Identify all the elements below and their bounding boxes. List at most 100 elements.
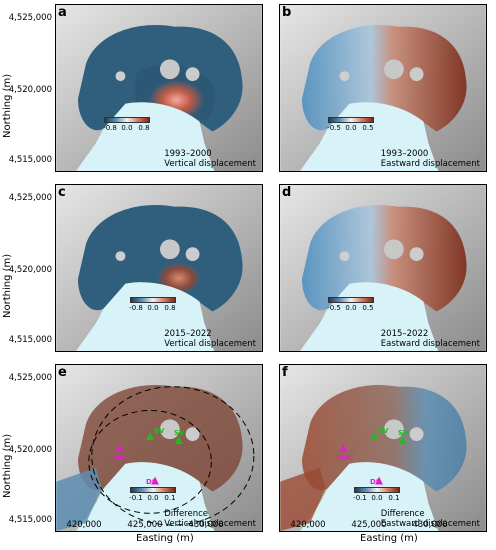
map-c <box>56 185 262 351</box>
caption-period: Difference <box>380 509 425 519</box>
caption-period: 2015–2022 <box>380 329 429 339</box>
colorbar-tick-min: -0.8 <box>103 124 117 132</box>
pmc-marker <box>339 444 348 452</box>
y-axis-label-e: Northing (m) <box>2 433 13 498</box>
colorbar-tick-max: 0.5 <box>362 304 374 312</box>
x-tick-f-2: 425,000 <box>351 520 387 530</box>
bv-label: BV <box>378 427 389 435</box>
caption-component: Vertical displacement <box>164 339 256 349</box>
panel-e: PMC DS BV SV e -0.1 0.0 0.1 Difference V… <box>55 364 263 532</box>
map-a <box>56 5 262 171</box>
colorbar: -0.1 0.0 0.1 <box>353 487 400 502</box>
colorbar-tick-max: 0.1 <box>388 494 400 502</box>
panel-letter: b <box>282 5 292 20</box>
map-d <box>280 185 486 351</box>
colorbar: -0.8 0.0 0.8 <box>103 117 150 132</box>
bv-marker <box>370 432 379 441</box>
y-tick-a-3: 4,515,000 <box>8 155 52 165</box>
colorbar-tick-min: -0.5 <box>327 124 341 132</box>
map-e <box>56 365 262 531</box>
panel-letter: c <box>58 185 66 200</box>
map-b <box>280 5 486 171</box>
y-axis-label-a: Northing (m) <box>2 73 13 138</box>
panel-letter: d <box>282 185 292 200</box>
colorbar-tick-max: 0.5 <box>362 124 374 132</box>
colorbar-gradient <box>130 297 176 303</box>
colorbar-tick-min: -0.1 <box>129 494 143 502</box>
colorbar-tick-mid: 0.0 <box>121 124 133 132</box>
x-tick-e-3: 430,000 <box>188 520 224 530</box>
colorbar-gradient <box>328 117 374 123</box>
caption: Difference Eastward displacement <box>381 509 480 529</box>
y-tick-e-2: 4,520,000 <box>8 445 52 455</box>
bv-marker <box>146 432 155 441</box>
colorbar-tick-max: 0.8 <box>164 304 176 312</box>
panel-b: b -0.5 0.0 0.5 1993–2000 Eastward displa… <box>279 4 487 172</box>
colorbar-tick-mid: 0.0 <box>371 494 383 502</box>
pmc-label: PMC <box>112 454 130 462</box>
y-tick-c-3: 4,515,000 <box>8 335 52 345</box>
caption-component: Eastward displacement <box>380 159 480 169</box>
colorbar-gradient <box>130 487 176 493</box>
map-f <box>280 365 486 531</box>
caption: 2015–2022 Eastward displacement <box>381 329 480 349</box>
panel-a: a -0.8 0.0 0.8 1993–2000 Vertical displa… <box>55 4 263 172</box>
panel-d: d -0.5 0.0 0.5 2015–2022 Eastward displa… <box>279 184 487 352</box>
panel-f: PMC DS BV SV f -0.1 0.0 0.1 Difference E… <box>279 364 487 532</box>
colorbar-tick-max: 0.8 <box>138 124 150 132</box>
caption-component: Vertical displacement <box>164 159 256 169</box>
x-axis-label-e: Easting (m) <box>136 533 194 544</box>
colorbar-tick-min: -0.8 <box>129 304 143 312</box>
colorbar-tick-min: -0.5 <box>327 304 341 312</box>
colorbar: -0.5 0.0 0.5 <box>327 117 374 132</box>
colorbar-tick-mid: 0.0 <box>345 124 357 132</box>
panel-letter: e <box>58 365 67 380</box>
pmc-marker <box>115 444 124 452</box>
ds-marker <box>151 476 159 485</box>
y-tick-a-1: 4,525,000 <box>8 13 52 23</box>
y-tick-c-1: 4,525,000 <box>8 193 52 203</box>
colorbar: -0.8 0.0 0.8 <box>129 297 176 312</box>
panel-letter: f <box>282 365 288 380</box>
ds-marker <box>375 476 383 485</box>
colorbar-tick-mid: 0.0 <box>147 304 159 312</box>
colorbar-tick-max: 0.1 <box>164 494 176 502</box>
caption-component: Eastward displacement <box>380 519 480 529</box>
colorbar-gradient <box>354 487 400 493</box>
y-tick-e-1: 4,525,000 <box>8 373 52 383</box>
y-tick-a-2: 4,520,000 <box>8 85 52 95</box>
ds-label: DS <box>146 478 157 486</box>
x-tick-e-1: 420,000 <box>66 520 102 530</box>
ds-label: DS <box>370 478 381 486</box>
colorbar-tick-mid: 0.0 <box>147 494 159 502</box>
caption-component: Vertical displacement <box>164 519 256 529</box>
colorbar-tick-mid: 0.0 <box>345 304 357 312</box>
sv-marker <box>398 436 407 445</box>
caption-period: 1993–2000 <box>380 149 429 159</box>
pmc-label: PMC <box>336 454 354 462</box>
caption-period: 2015–2022 <box>164 329 212 339</box>
panel-letter: a <box>58 5 67 20</box>
sv-marker <box>174 436 183 445</box>
y-axis-label-c: Northing (m) <box>2 253 13 318</box>
caption: Difference Vertical displacement <box>164 509 256 529</box>
x-tick-e-2: 425,000 <box>127 520 163 530</box>
colorbar-tick-min: -0.1 <box>353 494 367 502</box>
x-tick-f-1: 420,000 <box>290 520 326 530</box>
panel-c: c -0.8 0.0 0.8 2015–2022 Vertical displa… <box>55 184 263 352</box>
y-tick-e-3: 4,515,000 <box>8 515 52 525</box>
colorbar: -0.5 0.0 0.5 <box>327 297 374 312</box>
caption: 2015–2022 Vertical displacement <box>164 329 256 349</box>
sv-label: SV <box>398 429 409 437</box>
caption: 1993–2000 Vertical displacement <box>164 149 256 169</box>
colorbar-gradient <box>104 117 150 123</box>
caption-period: 1993–2000 <box>164 149 212 159</box>
y-tick-c-2: 4,520,000 <box>8 265 52 275</box>
caption: 1993–2000 Eastward displacement <box>381 149 480 169</box>
bv-label: BV <box>154 427 165 435</box>
caption-period: Difference <box>164 509 209 519</box>
caption-component: Eastward displacement <box>380 339 480 349</box>
colorbar: -0.1 0.0 0.1 <box>129 487 176 502</box>
x-tick-f-3: 430,000 <box>412 520 448 530</box>
colorbar-gradient <box>328 297 374 303</box>
